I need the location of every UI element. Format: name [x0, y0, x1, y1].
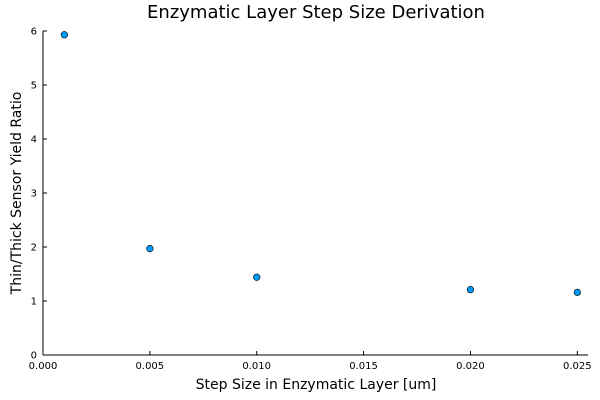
x-axis-label: Step Size in Enzymatic Layer [um] — [196, 377, 437, 393]
x-ticks: 0.000 0.005 0.010 0.015 0.020 0.025 — [29, 351, 592, 372]
y-tick-label: 0 — [31, 351, 37, 362]
y-ticks: 0 1 2 3 4 5 6 — [31, 27, 47, 362]
data-points — [60, 31, 581, 296]
data-point — [60, 31, 68, 39]
x-tick-label: 0.010 — [242, 361, 271, 372]
y-axis-label: Thin/Thick Sensor Yield Ratio — [9, 92, 25, 296]
y-tick-label: 4 — [31, 135, 37, 146]
y-tick-label: 2 — [31, 243, 37, 254]
y-tick-label: 6 — [31, 27, 37, 38]
data-point — [253, 273, 261, 281]
data-point — [146, 245, 154, 253]
chart-title: Enzymatic Layer Step Size Derivation — [147, 2, 485, 23]
data-point — [466, 286, 475, 294]
x-tick-label: 0.020 — [456, 361, 485, 372]
data-point — [573, 288, 581, 296]
x-tick-label: 0.025 — [563, 361, 592, 372]
x-tick-label: 0.005 — [136, 361, 165, 372]
x-tick-label: 0.015 — [349, 361, 378, 372]
y-tick-label: 3 — [31, 189, 37, 200]
y-tick-label: 5 — [31, 81, 37, 92]
axes — [42, 31, 588, 356]
y-tick-label: 1 — [31, 297, 37, 308]
x-tick-label: 0.000 — [29, 361, 58, 372]
